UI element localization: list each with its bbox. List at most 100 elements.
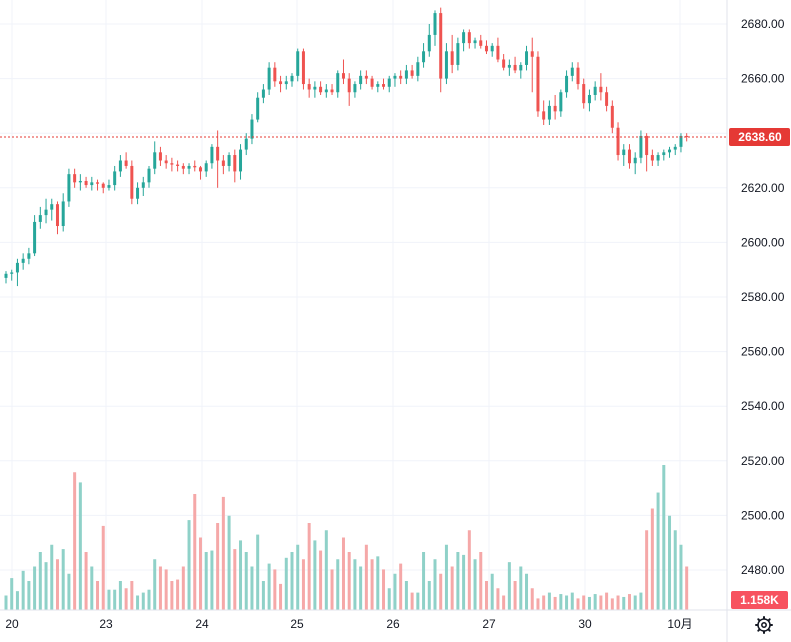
volume-bar [347, 552, 351, 610]
volume-bar [525, 573, 529, 610]
volume-bar [559, 594, 563, 610]
candle-body [576, 67, 580, 85]
candle-body [216, 146, 220, 161]
candle-body [244, 138, 248, 150]
volume-bar [565, 595, 569, 610]
candle-body [313, 86, 317, 90]
volume-bar [359, 566, 363, 610]
candle-body [668, 149, 672, 153]
volume-bar [10, 578, 14, 610]
candle-body [679, 135, 683, 147]
volume-bar [576, 598, 580, 610]
candle-body [622, 149, 626, 156]
volume-bar [444, 544, 448, 610]
candle-body [490, 45, 494, 52]
volume-bar [616, 595, 620, 610]
candle-body [10, 272, 14, 274]
x-tick-label: 25 [290, 617, 304, 631]
y-tick-label: 2600.00 [741, 235, 785, 249]
candle-body [593, 86, 597, 95]
volume-bar [233, 549, 237, 610]
volume-bar [370, 559, 374, 610]
candle-body [84, 180, 88, 186]
volume-bar [450, 566, 454, 610]
volume-bar [101, 525, 105, 610]
volume-bar [513, 581, 517, 610]
volume-bar [84, 552, 88, 610]
volume-bar [284, 557, 288, 610]
candle-body [610, 105, 614, 128]
x-tick-label: 27 [482, 617, 496, 631]
candle-body [267, 67, 271, 90]
volume-bar [673, 530, 677, 610]
volume-bar [341, 537, 345, 610]
volume-bar [210, 550, 214, 610]
candle-body [61, 201, 65, 227]
volume-bar [107, 589, 111, 610]
volume-bar [553, 596, 557, 610]
candle-body [164, 160, 168, 164]
candle-body [525, 51, 529, 65]
candle-body [198, 167, 202, 172]
volume-bar [301, 559, 305, 610]
volume-bar [456, 552, 460, 610]
volume-bar [187, 520, 191, 610]
volume-bar [462, 554, 466, 610]
volume-bar [479, 552, 483, 610]
candle-body [78, 180, 82, 183]
volume-bar [427, 581, 431, 610]
candle-body [193, 165, 197, 168]
candle-body [15, 262, 19, 273]
candle-body [307, 84, 311, 90]
candle-body [650, 155, 654, 161]
candle-body [147, 168, 151, 183]
gear-icon[interactable] [755, 616, 773, 634]
volume-bar [176, 579, 180, 610]
volume-bar [130, 581, 134, 610]
volume-bar [27, 581, 31, 610]
candle-body [502, 59, 506, 68]
candle-body [107, 185, 111, 188]
candle-body [38, 215, 42, 222]
candle-body [273, 67, 277, 82]
x-tick-label: 30 [578, 617, 592, 631]
candle-body [27, 253, 31, 259]
candle-body [530, 51, 534, 57]
candle-body [410, 70, 414, 76]
candle-body [124, 160, 128, 166]
candle-body [616, 127, 620, 156]
y-tick-label: 2680.00 [741, 17, 785, 31]
y-tick-label: 2560.00 [741, 345, 785, 359]
candle-body [599, 86, 603, 93]
volume-bar [668, 515, 672, 610]
volume-bar [67, 573, 71, 610]
volume-bar [410, 592, 414, 610]
candle-body [170, 163, 174, 165]
volume-bar [324, 530, 328, 610]
volume-bar [33, 566, 37, 610]
volume-bar [679, 544, 683, 610]
candle-body [284, 81, 288, 85]
volume-bar [439, 573, 443, 610]
candle-body [347, 78, 351, 93]
candle-body [627, 149, 631, 164]
candle-body [473, 40, 477, 44]
candle-body [44, 209, 48, 216]
candle-body [364, 75, 368, 79]
candle-body [633, 157, 637, 164]
candle-body [153, 152, 157, 169]
volume-bar [244, 552, 248, 610]
candle-body [565, 75, 569, 93]
volume-bars [4, 465, 689, 610]
candle-body [359, 75, 363, 85]
candle-body [324, 89, 328, 93]
candle-body [370, 78, 374, 87]
y-tick-label: 2480.00 [741, 563, 785, 577]
volume-bar [250, 566, 254, 610]
candle-body [450, 51, 454, 65]
x-tick-label: 10月 [667, 617, 692, 631]
candle-body [250, 119, 254, 139]
candle-body [462, 32, 466, 44]
x-tick-label: 26 [386, 617, 400, 631]
